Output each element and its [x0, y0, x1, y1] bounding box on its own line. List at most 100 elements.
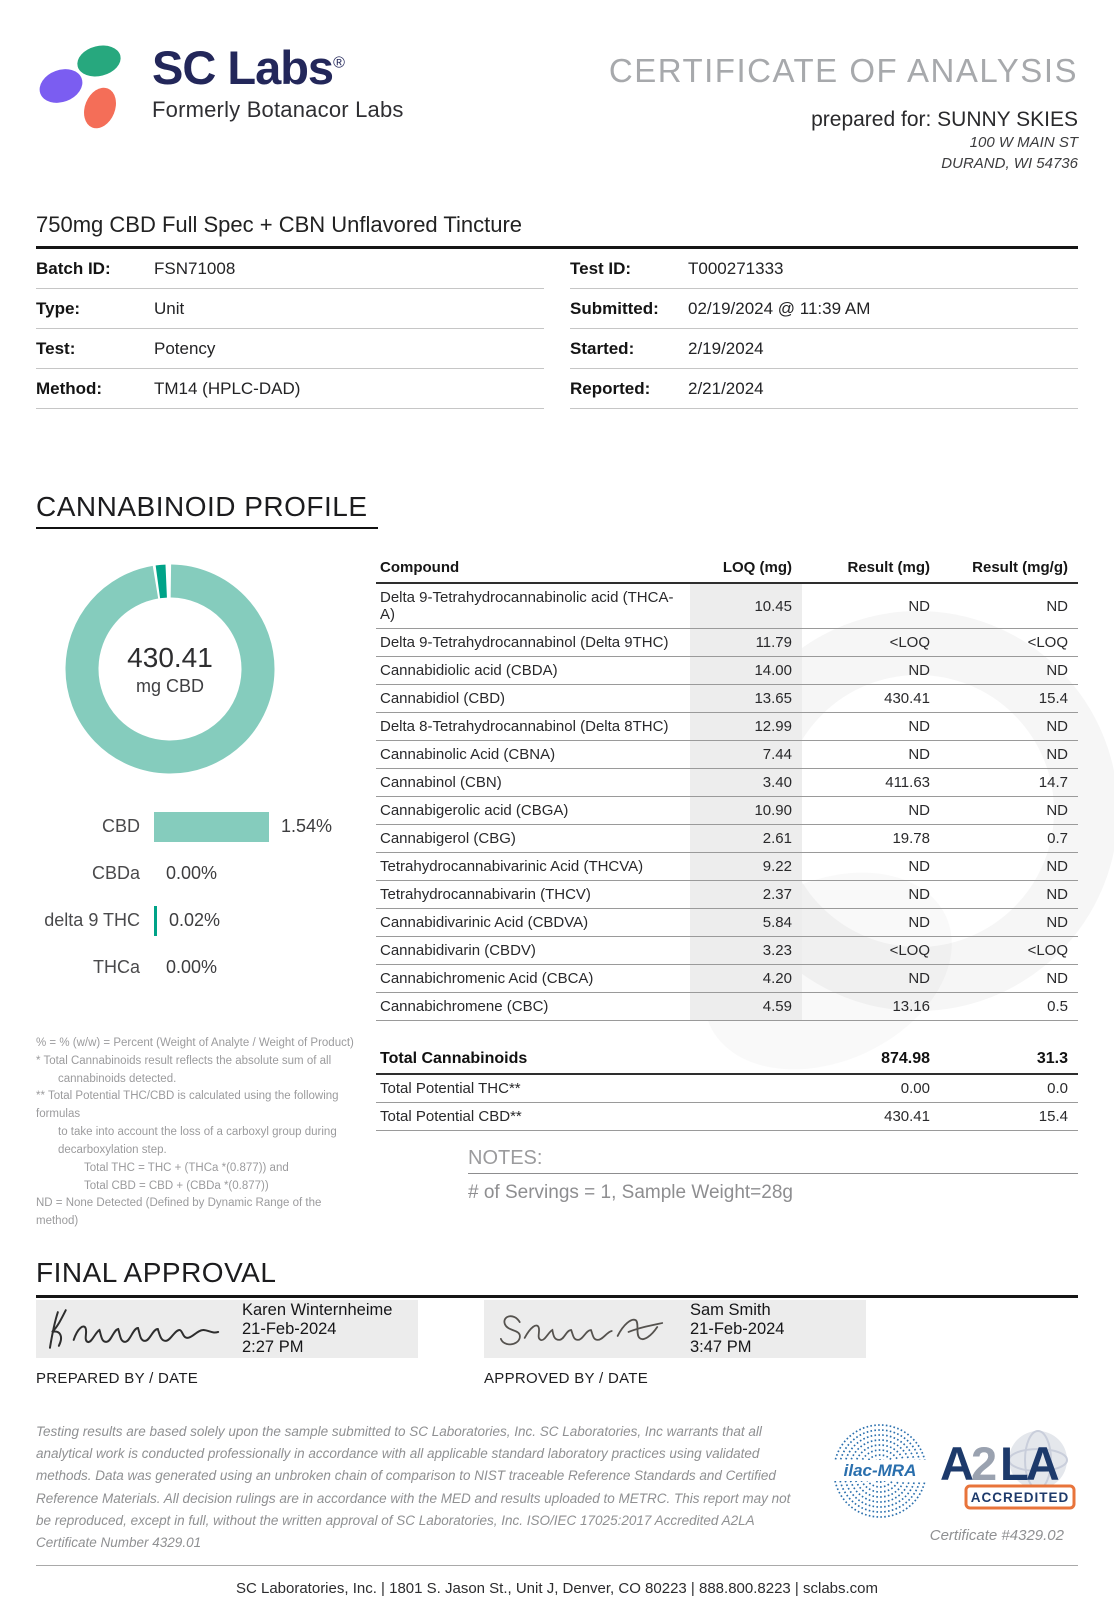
table-row: Tetrahydrocannabivarin (THCV) 2.37 ND ND: [376, 880, 1078, 909]
a2la-accredited-logo-icon: A 2 LA ACCREDITED: [940, 1429, 1076, 1510]
table-row: Cannabidiol (CBD) 13.65 430.41 15.4: [376, 684, 1078, 713]
total-mgg: 31.3: [940, 1044, 1078, 1075]
signature-row: Karen Winternheime 21-Feb-2024 2:27 PM P…: [36, 1299, 1078, 1387]
footer: SC Laboratories, Inc. | 1801 S. Jason St…: [36, 1564, 1078, 1607]
bar-fill: [154, 811, 269, 842]
info-value: FSN71008: [154, 259, 236, 278]
bar-label: THCa: [92, 957, 140, 977]
header: SC Labs® Formerly Botanacor Labs CERTIFI…: [36, 38, 1078, 174]
svg-text:2: 2: [971, 1437, 996, 1490]
donut-unit: mg CBD: [135, 675, 204, 696]
cell-compound: Tetrahydrocannabivarin (THCV): [376, 880, 690, 909]
cell-result-mgg: 15.4: [940, 684, 1078, 713]
cell-result-mg: ND: [802, 908, 940, 937]
bar-row: delta 9 THC 0.02%: [36, 897, 366, 944]
results-column: Compound LOQ (mg) Result (mg) Result (mg…: [376, 551, 1114, 1231]
table-row: Cannabichromenic Acid (CBCA) 4.20 ND ND: [376, 964, 1078, 993]
total-label: Total Potential CBD**: [376, 1102, 802, 1131]
notes-text: # of Servings = 1, Sample Weight=28g: [468, 1181, 793, 1203]
cell-loq: 10.45: [690, 583, 802, 629]
cell-loq: 4.20: [690, 964, 802, 993]
info-value: Unit: [154, 299, 185, 318]
table-row: Cannabinol (CBN) 3.40 411.63 14.7: [376, 768, 1078, 797]
prepared-by-block: Karen Winternheime 21-Feb-2024 2:27 PM P…: [36, 1299, 418, 1387]
footnotes: % = % (w/w) = Percent (Weight of Analyte…: [36, 1035, 366, 1231]
cell-result-mgg: ND: [940, 712, 1078, 741]
cell-result-mgg: ND: [940, 796, 1078, 825]
cell-compound: Cannabigerol (CBG): [376, 824, 690, 853]
info-label: Test ID:: [570, 259, 632, 278]
info-value: 02/19/2024 @ 11:39 AM: [688, 299, 871, 318]
footnote-line: ** Total Potential THC/CBD is calculated…: [36, 1090, 339, 1121]
approved-signature-info: Sam Smith 21-Feb-2024 3:47 PM: [690, 1301, 784, 1357]
cannabinoid-profile-heading: CANNABINOID PROFILE: [36, 491, 378, 529]
info-label: Reported:: [570, 379, 651, 398]
table-row: Delta 9-Tetrahydrocannabinol (Delta 9THC…: [376, 628, 1078, 657]
certificate-number: Certificate #4329.02: [929, 1526, 1064, 1544]
prepared-by-label: PREPARED BY / DATE: [36, 1369, 199, 1387]
table-header-row: Compound LOQ (mg) Result (mg) Result (mg…: [376, 555, 1078, 584]
bar-label: delta 9 THC: [44, 910, 140, 930]
brand-sc: SC: [152, 41, 216, 94]
approved-date: 21-Feb-2024: [690, 1319, 785, 1338]
cell-result-mgg: 0.5: [940, 992, 1078, 1021]
bar-row: CBDa 0.00%: [36, 850, 366, 897]
cell-result-mgg: ND: [940, 656, 1078, 685]
svg-text:ACCREDITED: ACCREDITED: [971, 1490, 1070, 1505]
info-row: Reported: 2/21/2024: [570, 369, 1078, 409]
footnote-line: cannabinoids detected.: [58, 1072, 177, 1085]
approved-by-block: Sam Smith 21-Feb-2024 3:47 PM APPROVED B…: [484, 1299, 866, 1387]
cell-result-mgg: <LOQ: [940, 936, 1078, 965]
brand-name: SC Labs®: [152, 44, 404, 91]
cell-result-mg: <LOQ: [802, 936, 940, 965]
sample-info-right: Test ID: T000271333 Submitted: 02/19/2024 @…: [570, 249, 1078, 409]
cell-result-mgg: ND: [940, 852, 1078, 881]
prepared-signature-info: Karen Winternheime 21-Feb-2024 2:27 PM: [242, 1301, 392, 1357]
info-row: Test: Potency: [36, 329, 544, 369]
approved-name: Sam Smith: [690, 1300, 771, 1319]
certificate-title: CERTIFICATE OF ANALYSIS: [608, 52, 1078, 89]
info-row: Submitted: 02/19/2024 @ 11:39 AM: [570, 289, 1078, 329]
info-value: T000271333: [688, 259, 784, 278]
client-address-line1: 100 W MAIN ST: [969, 134, 1078, 151]
table-row: Tetrahydrocannabivarinic Acid (THCVA) 9.2…: [376, 852, 1078, 881]
bar-slot: 0.00%: [154, 957, 217, 978]
ilac-mra-logo-icon: ilac-MRA: [832, 1424, 928, 1518]
sclabs-logo-icon: [39, 45, 121, 129]
bottom-row: Testing results are based solely upon th…: [36, 1421, 1078, 1555]
footnote-line: Total THC = THC + (THCa *(0.877)) and: [84, 1161, 289, 1174]
table-row: Cannabidivarinic Acid (CBDVA) 5.84 ND ND: [376, 908, 1078, 937]
registered-mark: ®: [333, 54, 345, 72]
bar-label: CBDa: [91, 863, 140, 883]
cell-loq: 7.44: [690, 740, 802, 769]
brand-subtitle: Formerly Botanacor Labs: [152, 97, 404, 122]
bar-slot: 0.00%: [154, 863, 217, 884]
cell-result-mgg: ND: [940, 583, 1078, 629]
notes-heading: NOTES:: [468, 1147, 1078, 1174]
prepared-signature-box: Karen Winternheime 21-Feb-2024 2:27 PM: [36, 1299, 418, 1358]
client-address-line2: DURAND, WI 54736: [941, 155, 1078, 172]
cell-compound: Cannabinolic Acid (CBNA): [376, 740, 690, 769]
prepared-name: Karen Winternheime: [242, 1300, 393, 1319]
table-row: Cannabidivarin (CBDV) 3.23 <LOQ <LOQ: [376, 936, 1078, 965]
donut-icon: [65, 564, 275, 774]
cell-loq: 9.22: [690, 852, 802, 881]
cbd-donut-chart: 430.41 mg CBD: [62, 561, 278, 777]
total-row: Total Potential THC** 0.00 0.0: [376, 1073, 1078, 1103]
header-right: CERTIFICATE OF ANALYSIS prepared for: SU…: [609, 38, 1078, 174]
accreditation-logos: ilac-MRA A 2 LA ACCREDITED Certificate #…: [818, 1421, 1078, 1555]
bar-slot: 0.02%: [154, 905, 220, 936]
notes-section: NOTES: # of Servings = 1, Sample Weight=…: [468, 1147, 1078, 1204]
svg-text:ilac-MRA: ilac-MRA: [844, 1461, 917, 1480]
footnote-line: decarboxylation step.: [58, 1143, 167, 1156]
table-row: Cannabichromene (CBC) 4.59 13.16 0.5: [376, 992, 1078, 1021]
bar-fill: [154, 905, 157, 936]
total-mg: 874.98: [802, 1044, 940, 1075]
cell-result-mg: ND: [802, 880, 940, 909]
cell-result-mg: ND: [802, 583, 940, 629]
spacer-cell: [376, 1021, 1078, 1045]
col-loq: LOQ (mg): [690, 555, 802, 584]
cell-result-mg: ND: [802, 964, 940, 993]
cell-compound: Delta 9-Tetrahydrocannabinol (Delta 9THC…: [376, 628, 690, 657]
svg-text:A: A: [940, 1437, 973, 1490]
